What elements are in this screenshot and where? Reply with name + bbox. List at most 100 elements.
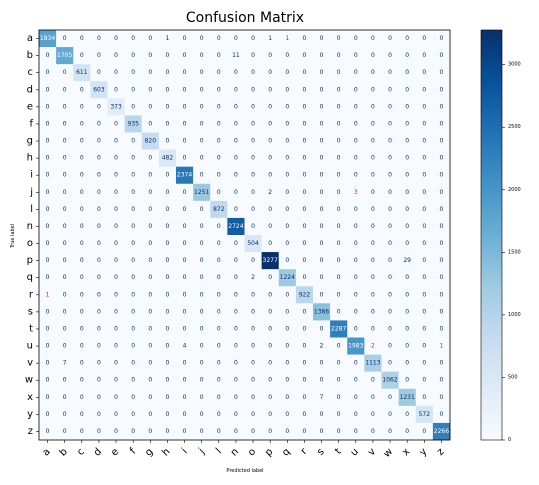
cell-value-label: 0 — [80, 325, 84, 332]
cell-value-label: 0 — [405, 52, 409, 59]
cell-value-label: 0 — [320, 428, 324, 435]
cell-value-label: 0 — [422, 274, 426, 281]
y-tick-label: l — [30, 204, 33, 215]
heatmap-cell — [107, 422, 125, 441]
heatmap-cell — [330, 354, 348, 372]
cell-value-label: 0 — [268, 223, 272, 230]
heatmap-cell — [176, 200, 194, 219]
heatmap-cell — [415, 388, 434, 407]
cell-value-label: 0 — [388, 69, 392, 76]
cell-value-label: 0 — [131, 52, 135, 59]
cell-value-label: 2287 — [331, 325, 346, 332]
heatmap-cell — [347, 166, 365, 185]
cell-value-label: 0 — [80, 291, 84, 298]
heatmap-cell — [261, 320, 280, 338]
cell-value-label: 0 — [217, 155, 221, 162]
heatmap-cell — [124, 98, 143, 116]
cell-value-label: 1231 — [400, 394, 415, 401]
heatmap-cell — [330, 286, 348, 304]
heatmap-cell — [227, 183, 245, 202]
heatmap-cell — [73, 320, 91, 338]
heatmap-cell — [73, 64, 91, 82]
cell-value-label: 0 — [285, 325, 289, 332]
cell-value-label: 0 — [251, 343, 255, 350]
cell-value-label: 0 — [131, 394, 135, 401]
cell-value-label: 0 — [405, 103, 409, 110]
cell-value-label: 0 — [303, 223, 307, 230]
heatmap-cell — [158, 269, 177, 287]
heatmap-cell — [73, 286, 91, 304]
heatmap-cell — [313, 320, 331, 338]
heatmap-cell — [261, 200, 280, 219]
cell-value-label: 0 — [148, 52, 152, 59]
cell-value-label: 0 — [80, 343, 84, 350]
cell-value-label: 0 — [97, 52, 101, 59]
cell-value-label: 0 — [97, 291, 101, 298]
cell-value-label: 0 — [200, 120, 204, 127]
heatmap-cell — [415, 320, 434, 338]
cell-value-label: 0 — [63, 223, 67, 230]
heatmap-cell — [107, 30, 125, 48]
heatmap-cell — [415, 422, 434, 441]
heatmap-cell — [193, 303, 211, 321]
cell-value-label: 0 — [285, 343, 289, 350]
cell-value-label: 0 — [166, 428, 170, 435]
heatmap-cell — [158, 200, 177, 219]
heatmap-cell — [90, 252, 108, 270]
heatmap-cell — [227, 81, 245, 99]
heatmap-cell — [415, 200, 434, 219]
cell-value-label: 0 — [80, 240, 84, 247]
cell-value-label: 0 — [251, 138, 255, 145]
heatmap-cell — [398, 303, 417, 321]
cell-value-label: 0 — [183, 189, 187, 196]
heatmap-cell — [176, 269, 194, 287]
cell-value-label: 0 — [131, 172, 135, 179]
heatmap-cell — [347, 269, 365, 287]
cell-value-label: 0 — [251, 35, 255, 42]
heatmap-cell — [124, 132, 143, 150]
heatmap-cell — [295, 337, 314, 355]
cell-value-label: 0 — [200, 325, 204, 332]
cell-value-label: 0 — [166, 138, 170, 145]
heatmap-cell — [330, 81, 348, 99]
cell-value-label: 0 — [200, 223, 204, 230]
cell-value-label: 0 — [200, 274, 204, 281]
heatmap-cell — [364, 303, 382, 321]
heatmap-cell — [295, 235, 314, 253]
heatmap-cell — [158, 132, 177, 150]
heatmap-cell — [141, 98, 160, 116]
cell-value-label: 0 — [97, 411, 101, 418]
cell-value-label: 0 — [440, 274, 444, 281]
heatmap-cell — [124, 47, 143, 65]
heatmap-cell — [398, 81, 417, 99]
heatmap-cell — [39, 269, 57, 287]
cell-value-label: 0 — [46, 308, 50, 315]
heatmap-cell — [364, 30, 382, 48]
heatmap-cell — [141, 200, 160, 219]
heatmap-cell — [313, 166, 331, 185]
heatmap-cell — [90, 200, 108, 219]
heatmap-cell — [39, 115, 57, 133]
heatmap-cell — [39, 235, 57, 253]
cell-value-label: 0 — [46, 86, 50, 93]
heatmap-cell — [124, 30, 143, 48]
heatmap-cell — [210, 303, 228, 321]
x-tick-label: t — [333, 446, 344, 457]
cell-value-label: 0 — [234, 240, 238, 247]
cell-value-label: 0 — [166, 343, 170, 350]
heatmap-cell — [90, 354, 108, 372]
heatmap-cell — [176, 286, 194, 304]
heatmap-cell — [124, 115, 143, 133]
heatmap-cell — [398, 354, 417, 372]
cell-value-label: 0 — [217, 223, 221, 230]
cell-value-label: 0 — [80, 360, 84, 367]
cell-value-label: 0 — [131, 291, 135, 298]
cell-value-label: 0 — [46, 257, 50, 264]
heatmap-cell — [73, 303, 91, 321]
heatmap-cell — [432, 81, 451, 99]
heatmap-cell — [227, 166, 245, 185]
cell-value-label: 0 — [405, 308, 409, 315]
heatmap-cell — [90, 303, 108, 321]
heatmap-cell — [107, 337, 125, 355]
heatmap-cell — [364, 337, 382, 355]
